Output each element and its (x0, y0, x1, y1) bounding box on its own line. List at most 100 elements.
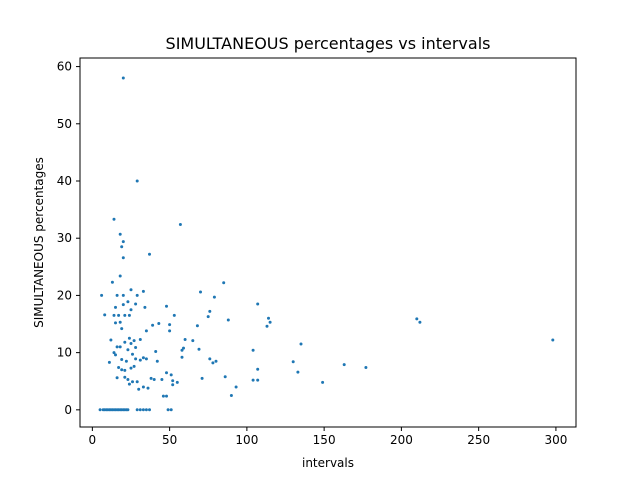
data-point (155, 359, 159, 363)
data-point (195, 324, 199, 328)
data-point (200, 376, 204, 380)
data-point (199, 290, 202, 294)
data-point (212, 295, 216, 299)
data-point (148, 408, 151, 412)
data-point (154, 350, 158, 353)
data-point (131, 380, 134, 384)
data-point (120, 327, 124, 331)
y-axis-label: SIMULTANEOUS percentages (32, 157, 46, 328)
y-tick-label: 20 (57, 288, 72, 302)
data-point (267, 316, 270, 320)
data-point (124, 359, 128, 363)
data-point (126, 348, 130, 352)
data-point (131, 352, 134, 356)
data-point (115, 345, 119, 349)
data-point (268, 320, 272, 324)
data-point (265, 324, 269, 328)
data-point (112, 351, 116, 355)
data-point (107, 360, 111, 364)
data-point (169, 408, 173, 412)
data-point (118, 274, 122, 278)
y-tick-label: 60 (57, 60, 72, 74)
data-point (121, 256, 125, 260)
data-point (135, 408, 139, 412)
data-point (180, 348, 184, 352)
data-point (135, 179, 139, 183)
data-point (118, 320, 122, 324)
data-point (134, 357, 138, 361)
data-point (132, 339, 136, 343)
data-point (166, 408, 170, 412)
data-point (256, 378, 260, 382)
data-point (112, 313, 116, 317)
data-point (129, 342, 133, 345)
data-point (165, 394, 168, 398)
data-point (214, 359, 218, 363)
data-point (121, 240, 125, 244)
x-tick-label: 250 (467, 433, 490, 447)
data-point (117, 313, 121, 317)
data-point (141, 385, 145, 389)
data-point (117, 366, 121, 369)
data-point (178, 223, 182, 226)
data-point (151, 323, 155, 327)
data-point (191, 339, 195, 343)
data-point (229, 394, 233, 397)
data-point (137, 387, 141, 391)
data-point (114, 353, 117, 357)
data-point (135, 380, 139, 384)
data-point (138, 338, 142, 341)
data-point (114, 321, 117, 325)
data-point (172, 313, 176, 317)
data-point (141, 356, 145, 360)
data-point (418, 320, 422, 324)
data-point (123, 368, 127, 372)
data-point (157, 322, 161, 325)
x-tick-label: 200 (390, 433, 413, 447)
data-point (148, 252, 151, 256)
data-point (296, 370, 300, 374)
x-tick-label: 300 (544, 433, 567, 447)
y-tick-label: 30 (57, 231, 72, 245)
data-point (171, 379, 175, 383)
data-point (149, 376, 153, 380)
data-point (134, 346, 138, 349)
data-point (226, 318, 230, 322)
data-point (126, 408, 130, 412)
data-point (126, 300, 130, 304)
data-point (121, 293, 125, 297)
data-point (208, 357, 212, 361)
data-point (118, 232, 122, 236)
data-point (211, 361, 215, 365)
data-point (115, 293, 119, 297)
data-point (132, 364, 136, 368)
plot-frame (79, 57, 577, 428)
data-point (118, 345, 122, 349)
data-point (120, 358, 124, 361)
data-point (152, 378, 156, 381)
data-point (160, 378, 164, 381)
data-point (169, 373, 173, 377)
data-point (182, 346, 185, 350)
data-point (103, 313, 107, 317)
chart-title: SIMULTANEOUS percentages vs intervals (166, 34, 491, 53)
points-layer (98, 76, 555, 412)
data-point (175, 380, 179, 384)
data-point (138, 408, 142, 412)
data-point (146, 386, 150, 390)
data-point (112, 217, 116, 221)
data-point (168, 323, 172, 327)
data-point (127, 336, 131, 340)
data-point (144, 329, 148, 333)
data-point (144, 408, 148, 412)
data-point (183, 338, 187, 341)
data-point (127, 382, 131, 386)
y-tick-label: 0 (64, 403, 72, 417)
data-point (134, 302, 138, 306)
data-point (251, 378, 255, 382)
data-point (251, 348, 255, 352)
data-point (256, 367, 260, 371)
data-point (121, 76, 125, 80)
x-tick-label: 50 (162, 433, 177, 447)
data-point (168, 329, 172, 333)
